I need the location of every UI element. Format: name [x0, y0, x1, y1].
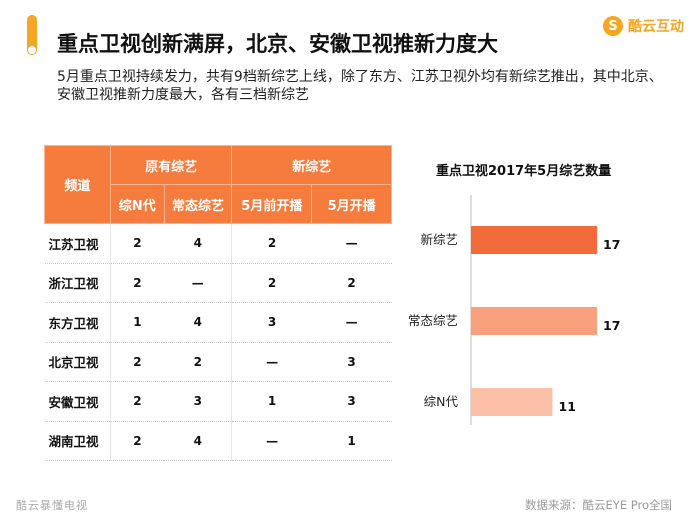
page-subtitle: 5月重点卫视持续发力，共有9档新综艺上线，除了东方、江苏卫视外均有新综艺推出，其… [57, 69, 663, 103]
variety-show-table: 频道 原有综艺 新综艺 综N代 常态综艺 5月前开播 5月开播 江苏卫视 2 4 2—… [44, 145, 392, 461]
category-label: 综N代 [424, 394, 459, 409]
channel-cell: 浙江卫视 [44, 263, 111, 303]
bar-2 [471, 388, 553, 416]
channel-cell: 湖南卫视 [44, 421, 111, 461]
value-cell: 1 [231, 381, 312, 422]
value-label: 17 [603, 237, 620, 252]
table-row: 湖南卫视 2 4—1 [44, 421, 392, 461]
bar-chart: 新综艺 17 常态综艺 17 综N代 11 [408, 195, 620, 425]
channel-cell: 江苏卫视 [44, 223, 111, 264]
title-accent-dot [28, 46, 36, 54]
value-cell: 2 [164, 342, 232, 382]
channel-header: 频道 [44, 145, 111, 224]
cloud-s-icon: S [603, 16, 623, 36]
bar-1 [471, 307, 597, 335]
sub-header-regular: 常态综艺 [163, 184, 233, 224]
brand-name: 酷云互动 [628, 19, 684, 35]
table-row: 江苏卫视 2 4 2— [44, 223, 392, 264]
value-label: 11 [559, 399, 576, 414]
value-cell: — [231, 421, 312, 461]
title-accent-bar [27, 15, 37, 55]
data-source: 数据来源：酷云EYE Pro全国 [525, 498, 672, 512]
value-cell: 3 [231, 302, 312, 343]
value-cell: 1 [311, 421, 392, 461]
value-cell: 2 [109, 381, 165, 422]
page-title: 重点卫视创新满屏，北京、安徽卫视推新力度大 [57, 32, 498, 56]
category-label: 新综艺 [420, 232, 458, 247]
value-cell: 4 [164, 223, 232, 264]
value-cell: — [311, 223, 392, 264]
value-cell: — [231, 342, 312, 382]
table-row: 安徽卫视 2 3 1 3 [44, 381, 392, 422]
sub-header-before-may: 5月前开播 [231, 184, 313, 224]
value-cell: 2 [311, 263, 392, 303]
table-row: 北京卫视 2 2—3 [44, 342, 392, 382]
bar-0 [471, 226, 597, 254]
table-row: 东方卫视 1 4 3— [44, 302, 392, 343]
value-cell: 2 [109, 421, 165, 461]
chart-title: 重点卫视2017年5月综艺数量 [436, 164, 612, 179]
sub-header-zongnd: 综N代 [109, 184, 165, 224]
value-cell: 2 [231, 263, 312, 303]
table-row: 浙江卫视 2—2 2 [44, 263, 392, 303]
brand-logo: S 酷云互动 [603, 16, 684, 36]
value-cell: 3 [311, 342, 392, 382]
value-cell: — [311, 302, 392, 343]
channel-cell: 北京卫视 [44, 342, 111, 382]
sub-header-may: 5月开播 [311, 184, 392, 224]
value-cell: — [164, 263, 232, 303]
value-cell: 1 [109, 302, 165, 343]
group-header-new: 新综艺 [231, 145, 392, 185]
value-cell: 3 [164, 381, 232, 422]
value-cell: 2 [109, 263, 165, 303]
channel-cell: 安徽卫视 [44, 381, 111, 422]
value-cell: 2 [109, 223, 165, 264]
value-cell: 4 [164, 302, 232, 343]
value-cell: 4 [164, 421, 232, 461]
value-label: 17 [603, 318, 620, 333]
value-cell: 3 [311, 381, 392, 422]
channel-cell: 东方卫视 [44, 302, 111, 343]
group-header-original: 原有综艺 [109, 145, 233, 185]
footer-brand: 酷云暴懂电视 [16, 499, 88, 512]
category-label: 常态综艺 [408, 313, 458, 328]
value-cell: 2 [231, 223, 312, 264]
value-cell: 2 [109, 342, 165, 382]
